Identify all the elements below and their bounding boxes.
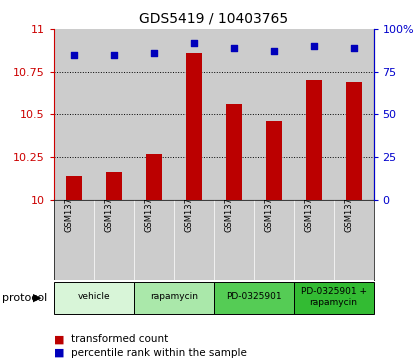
Bar [226,104,242,200]
Bar [266,121,282,200]
Text: transformed count: transformed count [71,334,168,344]
Bar [305,80,322,200]
Text: percentile rank within the sample: percentile rank within the sample [71,348,247,358]
Bar [134,29,174,200]
Text: GSM1375899: GSM1375899 [105,176,114,232]
Point [230,45,237,51]
Text: GSM1375900: GSM1375900 [145,176,154,232]
Bar [66,176,82,200]
Point [110,52,117,57]
Title: GDS5419 / 10403765: GDS5419 / 10403765 [139,11,288,25]
Text: GSM1375904: GSM1375904 [305,176,314,232]
Bar [146,154,162,200]
Text: ■: ■ [54,334,64,344]
Bar [294,29,334,200]
Text: protocol: protocol [2,293,47,303]
Bar [334,29,374,200]
Bar [186,53,202,200]
Point [151,50,157,56]
Text: GSM1375905: GSM1375905 [344,176,354,232]
Bar [346,82,361,200]
Point [350,45,357,51]
Bar [214,29,254,200]
Point [270,48,277,54]
Text: PD-0325901: PD-0325901 [226,293,281,301]
Text: GSM1375902: GSM1375902 [225,176,234,232]
Point [190,40,197,46]
FancyBboxPatch shape [214,282,294,314]
Text: GSM1375903: GSM1375903 [265,176,273,232]
Bar [54,29,94,200]
Text: ▶: ▶ [33,293,42,303]
Bar [94,29,134,200]
Bar [254,29,294,200]
Text: rapamycin: rapamycin [150,293,198,301]
Bar [106,172,122,200]
Text: ■: ■ [54,348,64,358]
Bar [174,29,214,200]
Text: vehicle: vehicle [78,293,110,301]
Point [71,52,77,57]
FancyBboxPatch shape [54,282,134,314]
FancyBboxPatch shape [134,282,214,314]
Text: GSM1375898: GSM1375898 [65,176,74,232]
Point [310,43,317,49]
FancyBboxPatch shape [294,282,374,314]
Text: GSM1375901: GSM1375901 [185,176,194,232]
Text: PD-0325901 +
rapamycin: PD-0325901 + rapamycin [300,287,366,307]
